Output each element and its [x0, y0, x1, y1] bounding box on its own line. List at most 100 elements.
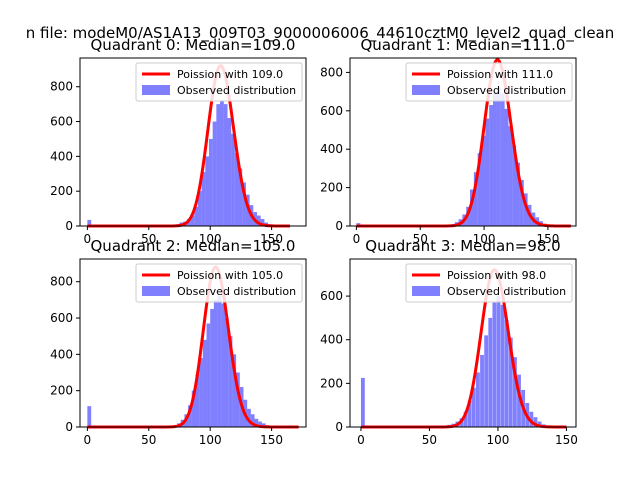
x-tick-label: 100 — [486, 433, 509, 447]
y-tick-label: 0 — [335, 219, 343, 233]
histogram-bar — [224, 318, 229, 427]
legend-line-label: Poission with 98.0 — [447, 269, 546, 282]
histogram-bar — [476, 372, 480, 427]
legend-box — [405, 263, 573, 303]
y-tick-label: 400 — [320, 142, 343, 156]
histogram-bar — [496, 87, 501, 226]
histogram-bar — [235, 372, 240, 427]
histogram-bar — [484, 335, 489, 427]
legend-bar-label: Observed distribution — [177, 285, 296, 298]
histogram-bar — [477, 153, 482, 226]
y-tick-label: 600 — [50, 311, 73, 325]
x-tick-label: 150 — [260, 433, 283, 447]
y-tick-label: 800 — [50, 80, 73, 94]
histogram-bar — [261, 423, 266, 427]
subplot-title: Quadrant 3: Median=98.0 — [365, 237, 560, 255]
histogram-bar — [492, 302, 497, 427]
x-tick-label: 50 — [422, 433, 437, 447]
x-tick-label: 0 — [84, 433, 92, 447]
histogram-bar — [515, 162, 520, 226]
legend-box — [135, 263, 303, 303]
y-tick-label: 400 — [320, 333, 343, 347]
histogram-bar — [223, 104, 228, 226]
y-tick-label: 400 — [50, 149, 73, 163]
x-tick-label: 150 — [536, 232, 559, 246]
y-tick-label: 0 — [65, 219, 73, 233]
x-tick-label: 0 — [353, 232, 361, 246]
histogram-bar — [234, 152, 239, 226]
subplot-title: Quadrant 2: Median=105.0 — [91, 237, 296, 255]
legend-box — [135, 62, 303, 102]
histogram-bar — [470, 189, 474, 226]
legend-bar-swatch — [412, 286, 440, 296]
histogram-bar — [480, 355, 484, 427]
y-tick-label: 600 — [320, 289, 343, 303]
histogram-bar — [228, 336, 233, 427]
histogram-bar — [500, 93, 505, 227]
histogram-bar — [188, 405, 192, 427]
legend-line-label: Poission with 105.0 — [177, 269, 283, 282]
histogram-bar — [210, 308, 215, 427]
x-tick-label: 0 — [357, 433, 365, 447]
legend: Poission with 109.0 Observed distribution — [135, 62, 303, 102]
histogram-bar — [238, 168, 243, 226]
x-tick-label: 100 — [199, 433, 222, 447]
plot-area: 0 50 100 150 0 200 400 600 — [320, 258, 578, 447]
histogram-bar — [485, 118, 490, 226]
y-tick-label: 200 — [50, 184, 73, 198]
histogram-bar — [471, 387, 476, 427]
axes-frame — [349, 258, 577, 428]
histogram-bar — [508, 126, 513, 226]
subplot-title: Quadrant 0: Median=109.0 — [91, 36, 296, 54]
histogram-bar — [519, 179, 524, 226]
subplot-quadrant-0: Quadrant 0: Median=109.0 0 50 100 150 0 200 40… — [50, 36, 307, 246]
y-tick-label: 400 — [50, 347, 73, 361]
histogram-bar — [260, 219, 265, 226]
y-tick-label: 200 — [50, 384, 73, 398]
histogram-bar — [205, 156, 210, 226]
histogram-bar — [481, 135, 486, 226]
histogram-bar — [220, 100, 224, 226]
histogram-bar — [213, 299, 218, 427]
y-tick-label: 0 — [335, 420, 343, 434]
histogram-bar — [208, 138, 213, 226]
histogram-bar — [194, 206, 199, 226]
histogram-bar — [212, 121, 217, 226]
legend-bar-label: Observed distribution — [447, 285, 566, 298]
legend: Poission with 105.0 Observed distribution — [135, 263, 303, 303]
histogram-bar — [360, 377, 365, 427]
y-tick-label: 0 — [65, 420, 73, 434]
histogram-bar — [537, 421, 542, 427]
histogram-bar — [256, 215, 261, 226]
histogram-bar — [232, 354, 237, 427]
x-tick-label: 50 — [141, 433, 156, 447]
histogram-bar — [87, 406, 92, 427]
y-tick-label: 600 — [320, 104, 343, 118]
legend: Poission with 111.0 Observed distribution — [405, 62, 573, 102]
histogram-bar — [258, 421, 262, 427]
histogram-bar — [463, 411, 468, 427]
axes-frame — [349, 57, 577, 227]
y-tick-label: 600 — [50, 115, 73, 129]
histogram-bar — [250, 414, 255, 427]
histogram-bar — [221, 303, 226, 427]
histogram-bar — [217, 296, 222, 427]
histogram-bar — [201, 172, 206, 226]
axes-frame — [79, 258, 307, 428]
legend: Poission with 98.0 Observed distribution — [405, 263, 573, 303]
histogram-bar — [231, 133, 235, 226]
figure-title: n file: modeM0/AS1A13_009T03_9000006006_… — [26, 24, 615, 43]
histogram-bar — [242, 182, 246, 226]
histogram-bar — [512, 145, 517, 226]
x-tick-label: 0 — [84, 232, 92, 246]
histogram-bar — [508, 337, 513, 427]
legend-bar-label: Observed distribution — [447, 84, 566, 97]
plot-area: 0 50 100 150 0 200 400 600 800 — [50, 57, 307, 246]
histogram-bar — [523, 193, 528, 226]
histogram-bar — [504, 320, 509, 427]
histogram-bar — [199, 357, 203, 427]
x-tick-label: 150 — [260, 232, 283, 246]
histogram-bar — [500, 304, 505, 427]
histogram-bar — [533, 417, 538, 427]
